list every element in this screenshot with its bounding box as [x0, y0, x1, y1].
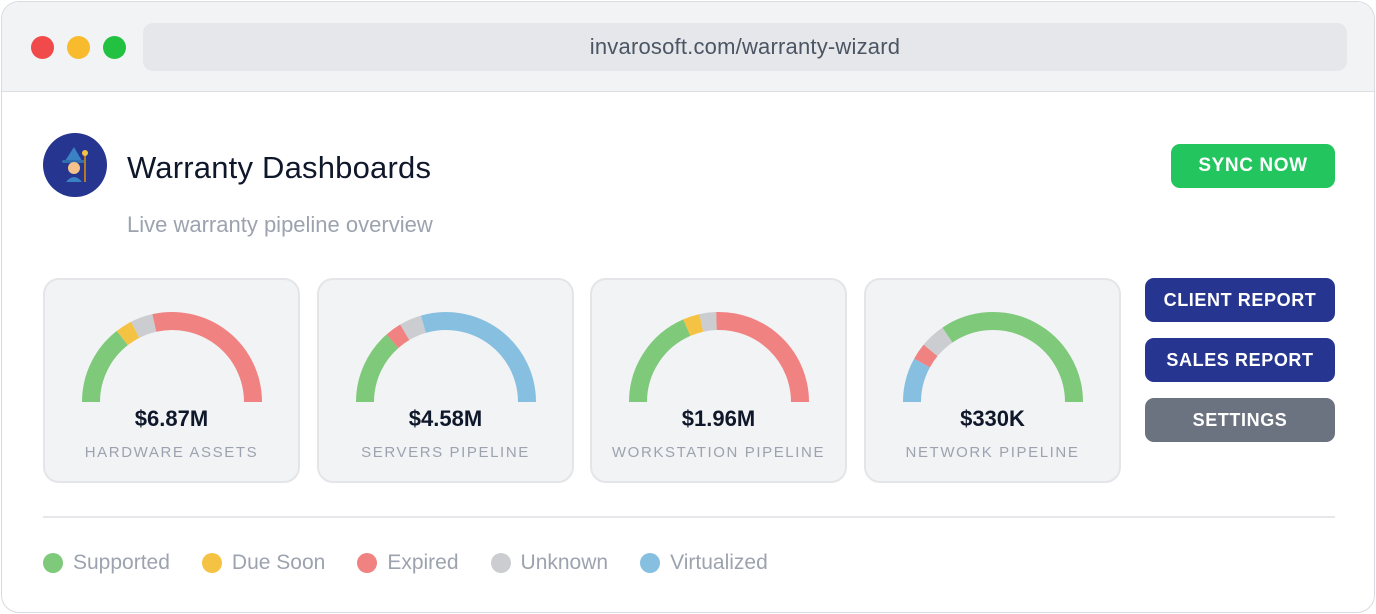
gauge-segment-virtualized: [420, 312, 536, 403]
legend-item-due-soon: Due Soon: [201, 551, 326, 575]
gauge-chart: [903, 312, 1083, 403]
close-window-button[interactable]: [31, 36, 54, 59]
legend-label: Unknown: [520, 551, 609, 574]
legend-label: Expired: [387, 551, 459, 574]
legend-label: Virtualized: [670, 551, 768, 574]
legend-swatch: [357, 553, 378, 573]
gauge-value: $330K: [960, 406, 1025, 431]
gauge-value: $1.96M: [681, 406, 756, 431]
minimize-window-button[interactable]: [67, 36, 90, 59]
status-legend: Supported Due Soon Expired Unknown Virtu…: [43, 548, 800, 578]
avatar: [43, 133, 107, 197]
legend-item-unknown: Unknown: [490, 551, 609, 575]
page-title: Warranty Dashboards: [127, 150, 432, 185]
maximize-window-button[interactable]: [103, 36, 126, 59]
gauge-card-servers-pipeline[interactable]: $4.58M SERVERS PIPELINE: [317, 278, 574, 483]
gauge-segment-unknown: [923, 327, 953, 357]
legend-label: Due Soon: [231, 551, 326, 574]
gauge-label: WORKSTATION PIPELINE: [611, 444, 826, 461]
legend-item-virtualized: Virtualized: [640, 551, 768, 575]
gauge-label: NETWORK PIPELINE: [905, 444, 1080, 461]
gauge-label: HARDWARE ASSETS: [84, 444, 259, 461]
gauge-segment-expired: [152, 312, 262, 403]
sync-now-button[interactable]: SYNC NOW: [1171, 144, 1335, 188]
legend-swatch: [43, 553, 63, 573]
gauge-segment-unknown: [131, 314, 157, 338]
page-subtitle: Live warranty pipeline overview: [127, 212, 433, 237]
gauge-segment-supported: [356, 334, 399, 403]
gauge-value: $6.87M: [134, 406, 209, 431]
browser-titlebar: invarosoft.com/warranty-wizard: [2, 2, 1374, 92]
wizard-icon: [62, 147, 88, 182]
gauge-chart: [356, 312, 536, 403]
gauge-segment-supported: [942, 312, 1083, 403]
gauge-segment-supported: [629, 319, 691, 403]
gauge-segment-supported: [82, 330, 129, 403]
gauge-label: SERVERS PIPELINE: [361, 444, 530, 461]
legend-item-expired: Expired: [357, 551, 459, 575]
address-bar-url: invarosoft.com/warranty-wizard: [589, 34, 901, 59]
gauge-card-network-pipeline[interactable]: $330K NETWORK PIPELINE: [864, 278, 1121, 483]
legend-swatch: [490, 553, 511, 573]
gauge-chart: [629, 312, 809, 403]
gauge-segment-due-soon: [116, 321, 140, 346]
address-bar[interactable]: invarosoft.com/warranty-wizard: [143, 23, 1347, 71]
settings-button[interactable]: SETTINGS: [1145, 398, 1335, 442]
client-report-button[interactable]: CLIENT REPORT: [1145, 278, 1335, 322]
legend-swatch: [640, 553, 661, 573]
gauge-card-hardware-assets[interactable]: $6.87M HARDWARE ASSETS: [43, 278, 300, 483]
gauge-value: $4.58M: [408, 406, 483, 431]
section-divider: [43, 516, 1335, 518]
gauge-segment-expired: [716, 312, 809, 403]
gauge-segment-virtualized: [903, 358, 931, 403]
gauge-segment-unknown: [400, 315, 427, 341]
legend-item-supported: Supported: [43, 551, 170, 575]
gauge-card-workstation-pipeline[interactable]: $1.96M WORKSTATION PIPELINE: [590, 278, 847, 483]
gauge-chart: [82, 312, 262, 403]
sales-report-button[interactable]: SALES REPORT: [1145, 338, 1335, 382]
gauge-segment-due-soon: [683, 314, 704, 336]
gauge-segment-unknown: [699, 312, 717, 332]
gauge-segment-expired: [914, 344, 938, 368]
gauge-segment-expired: [386, 324, 410, 349]
legend-swatch: [201, 553, 222, 573]
legend-label: Supported: [73, 551, 170, 574]
